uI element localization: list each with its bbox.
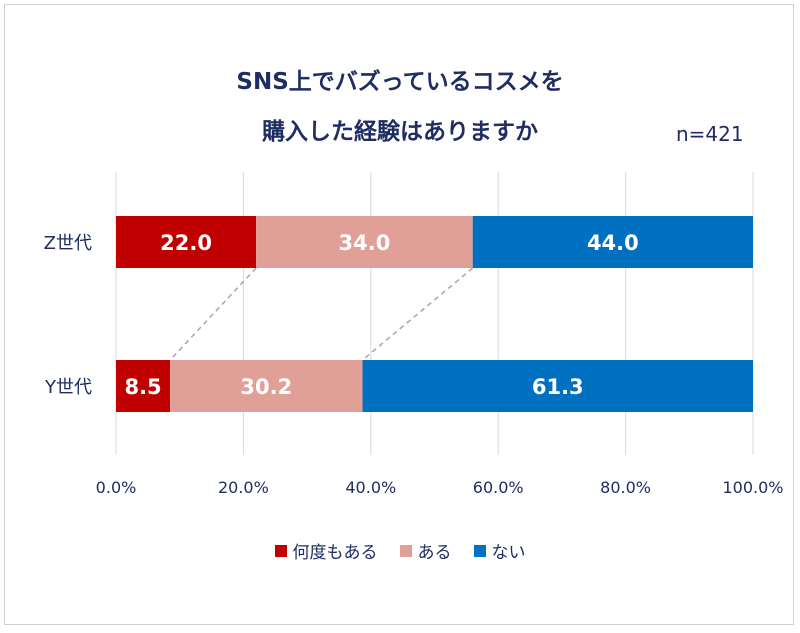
x-tick-label: 20.0% bbox=[218, 478, 269, 497]
bar-segment bbox=[472, 216, 753, 268]
legend-label: ない bbox=[491, 543, 526, 563]
x-tick-label: 0.0% bbox=[96, 478, 137, 497]
data-label: 44.0 bbox=[587, 231, 639, 255]
legend-label: ある bbox=[417, 543, 452, 563]
legend-item: ある bbox=[399, 538, 452, 563]
legend-swatch bbox=[399, 544, 412, 557]
data-label: 61.3 bbox=[532, 375, 584, 399]
bar-segment bbox=[256, 216, 473, 268]
chart-title-line-1: SNS上でバズっているコスメを bbox=[236, 69, 564, 95]
legend-item: ない bbox=[473, 538, 526, 563]
data-label: 34.0 bbox=[339, 231, 391, 255]
chart-title-line-2: 購入した経験はありますか bbox=[262, 119, 538, 145]
data-label: 8.5 bbox=[124, 375, 161, 399]
legend: 何度もある ある ない bbox=[0, 538, 800, 563]
x-tick-label: 80.0% bbox=[600, 478, 651, 497]
series-connector-line bbox=[169, 267, 257, 361]
legend-swatch bbox=[274, 544, 287, 557]
legend-swatch bbox=[473, 544, 486, 557]
series-connector-line bbox=[362, 267, 474, 361]
bar-segment bbox=[170, 360, 363, 412]
data-label: 22.0 bbox=[160, 231, 212, 255]
category-label: Z世代 bbox=[44, 233, 92, 254]
bar-segment bbox=[116, 216, 257, 268]
sample-size-note: n=421 bbox=[676, 122, 744, 146]
data-label: 30.2 bbox=[240, 375, 292, 399]
x-tick-label: 40.0% bbox=[345, 478, 396, 497]
x-tick-label: 60.0% bbox=[473, 478, 524, 497]
bar-segment bbox=[116, 360, 171, 412]
chart-frame bbox=[4, 4, 794, 625]
legend-item: 何度もある bbox=[274, 538, 378, 563]
bar-segment bbox=[362, 360, 753, 412]
x-tick-label: 100.0% bbox=[722, 478, 783, 497]
legend-label: 何度もある bbox=[292, 543, 378, 563]
category-label: Y世代 bbox=[44, 377, 92, 398]
